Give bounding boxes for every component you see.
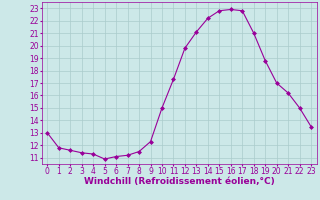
X-axis label: Windchill (Refroidissement éolien,°C): Windchill (Refroidissement éolien,°C) bbox=[84, 177, 275, 186]
